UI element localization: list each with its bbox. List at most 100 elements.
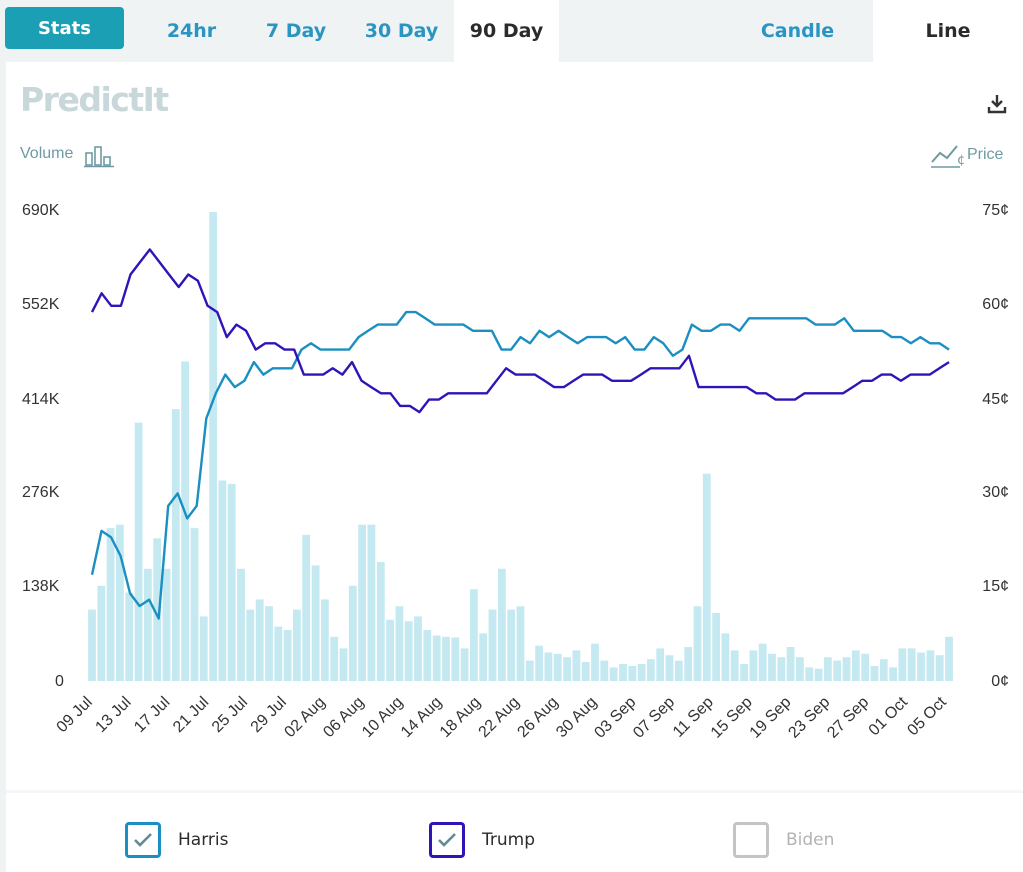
volume-bar [88,609,96,681]
volume-bar [842,657,851,681]
volume-bar [339,648,348,681]
volume-bar [647,659,655,681]
checkbox-harris[interactable] [125,822,161,858]
volume-bar [134,422,143,681]
volume-bar [414,616,422,681]
tab-30-day[interactable]: 30 Day [364,20,439,42]
volume-bar [712,613,720,681]
y-left-tick: 690K [22,202,60,219]
volume-bar [581,662,590,681]
x-tick-label: 13 Jul [92,694,134,736]
tab-line[interactable]: Line [873,0,1023,62]
y-left-tick: 0 [55,673,64,690]
volume-bar [535,645,543,681]
x-tick-label: 15 Sep [708,694,756,742]
volume-bar [209,212,217,681]
y-right-tick: 15¢ [982,578,1009,595]
y-left-tick: 552K [22,296,60,313]
tab-candle[interactable]: Candle [760,20,835,42]
x-tick-label: 22 Aug [476,694,523,741]
volume-bar [498,568,506,681]
x-tick-label: 26 Aug [514,694,561,741]
volume-bar [684,647,693,681]
volume-bar [376,562,385,681]
volume-bar [851,650,860,681]
volume-bar [721,633,730,681]
volume-bar [879,659,888,681]
x-tick-label: 09 Jul [54,694,96,736]
x-tick-label: 21 Jul [170,694,212,736]
volume-bar [432,635,441,681]
volume-bar [814,668,823,681]
y-left-tick: 276K [22,484,60,501]
checkbox-biden[interactable] [733,822,769,858]
y-left-tick: 414K [22,391,60,408]
tab-90-day[interactable]: 90 Day [454,0,559,62]
tab-7-day[interactable]: 7 Day [265,20,327,42]
volume-bar [740,664,748,681]
volume-bar [283,630,292,681]
download-icon[interactable] [985,92,1009,116]
volume-bar [628,666,637,681]
y-right-tick: 75¢ [982,202,1009,219]
x-tick-label: 07 Sep [630,694,678,742]
volume-bar [106,528,115,681]
x-tick-label: 19 Sep [747,694,795,742]
legend-biden[interactable]: Biden [733,822,834,858]
x-tick-label: 18 Aug [437,694,484,741]
x-tick-label: 06 Aug [320,694,367,741]
y-right-tick: 45¢ [982,391,1009,408]
volume-bar [824,657,832,681]
volume-bar [171,409,180,681]
volume-bar [553,653,562,681]
volume-bar [395,606,404,681]
volume-bar [386,619,394,681]
volume-bar [861,653,870,681]
volume-bar [348,585,357,681]
volume-bar [907,648,916,681]
volume-bar [181,361,189,681]
price-axis-label: Price [967,146,1004,163]
y-right-tick: 0¢ [991,673,1009,690]
x-tick-label: 27 Sep [824,694,872,742]
checkbox-trump[interactable] [429,822,465,858]
volume-bar [265,606,273,681]
x-tick-label: 02 Aug [281,694,328,741]
volume-bar [786,647,795,681]
volume-bar [870,666,879,681]
volume-bar [321,599,329,681]
volume-bar [609,667,618,681]
tab-24hr[interactable]: 24hr [166,20,217,42]
volume-bar [833,660,842,681]
legend-label: Harris [178,830,229,850]
series-line-trump [90,248,950,414]
panel-left-border [0,62,6,872]
volume-bar [488,609,497,681]
volume-bar [274,626,283,681]
volume-bar [917,652,925,681]
legend-harris[interactable]: Harris [125,822,228,858]
volume-bar [218,480,227,681]
volume-bar [591,643,599,681]
predictit-logo: PredictIt [20,80,169,119]
volume-bar [199,616,208,681]
volume-bar [572,650,581,681]
x-tick-label: 11 Sep [670,694,717,741]
x-tick-label: 03 Sep [591,694,639,742]
volume-bar [358,524,366,681]
volume-bar [302,534,311,681]
volume-bar [674,660,683,681]
volume-bar [451,637,460,681]
bar-chart-icon[interactable] [84,144,114,168]
legend-trump[interactable]: Trump [429,822,535,858]
volume-bar [525,660,534,681]
volume-bar [330,636,339,681]
volume-bar [162,568,171,681]
volume-bar [470,589,478,681]
y-right-tick: 60¢ [982,296,1009,313]
line-chart-icon[interactable]: ¢ [930,142,966,170]
x-tick-label: 14 Aug [398,694,445,741]
volume-bar [460,648,469,681]
volume-bar [246,609,255,681]
stats-button[interactable]: Stats [5,7,124,49]
